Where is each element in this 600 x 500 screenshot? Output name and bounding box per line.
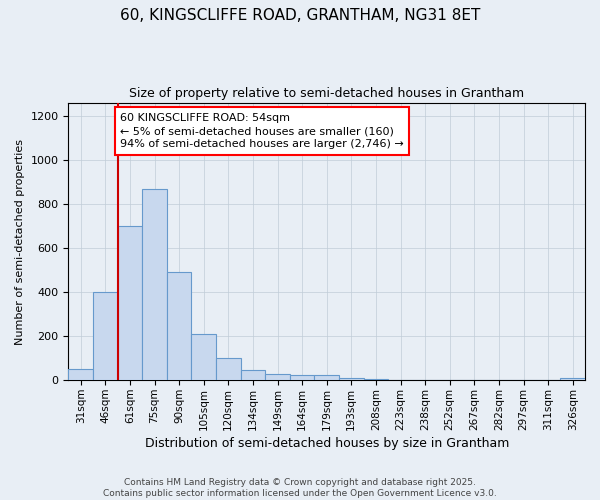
Bar [339,378,364,380]
Bar [241,370,265,380]
Bar [314,375,339,380]
Bar [93,292,118,380]
Y-axis label: Number of semi-detached properties: Number of semi-detached properties [15,138,25,344]
Bar [265,374,290,380]
Bar [364,379,388,380]
Bar [216,358,241,380]
Bar [68,370,93,380]
Bar [290,375,314,380]
Text: Contains HM Land Registry data © Crown copyright and database right 2025.
Contai: Contains HM Land Registry data © Crown c… [103,478,497,498]
Bar [560,378,585,380]
Text: 60 KINGSCLIFFE ROAD: 54sqm
← 5% of semi-detached houses are smaller (160)
94% of: 60 KINGSCLIFFE ROAD: 54sqm ← 5% of semi-… [120,113,404,150]
Bar [118,226,142,380]
X-axis label: Distribution of semi-detached houses by size in Grantham: Distribution of semi-detached houses by … [145,437,509,450]
Bar [142,189,167,380]
Bar [167,272,191,380]
Bar [191,334,216,380]
Title: Size of property relative to semi-detached houses in Grantham: Size of property relative to semi-detach… [129,88,524,101]
Text: 60, KINGSCLIFFE ROAD, GRANTHAM, NG31 8ET: 60, KINGSCLIFFE ROAD, GRANTHAM, NG31 8ET [120,8,480,22]
